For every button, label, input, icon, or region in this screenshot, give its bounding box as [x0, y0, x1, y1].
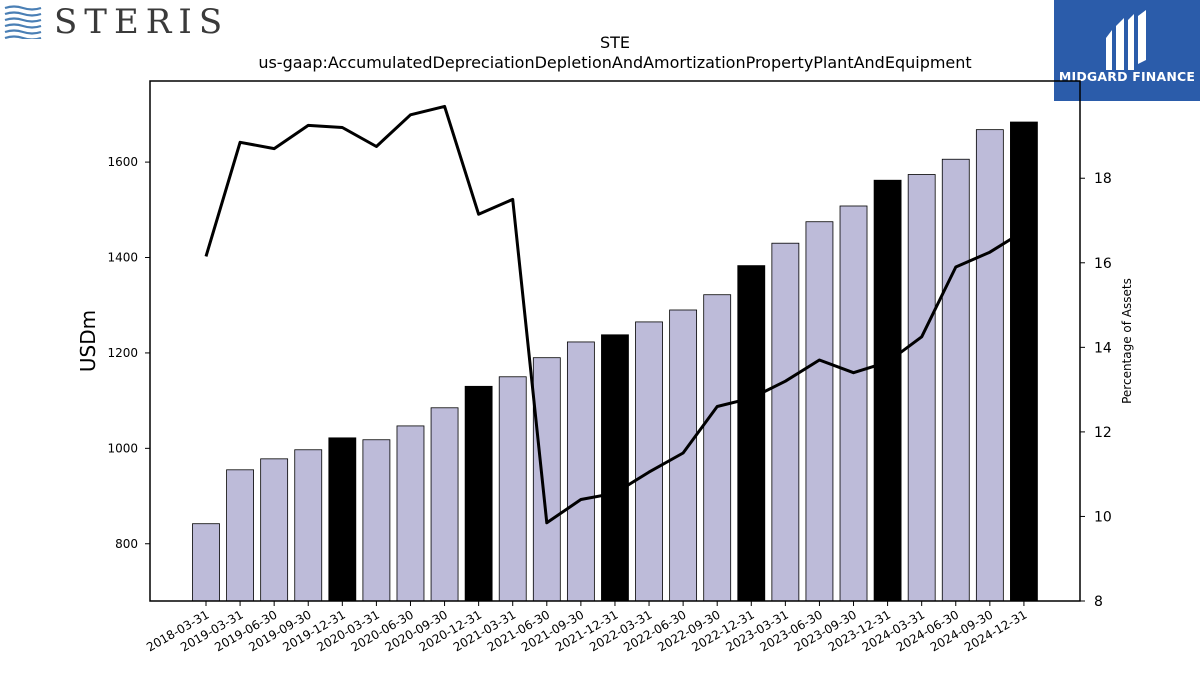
y-tick-label: 1600: [107, 155, 138, 169]
bar: [260, 458, 289, 602]
bar: [328, 437, 357, 602]
bar-series: [192, 121, 1038, 602]
bar: [941, 158, 970, 602]
chart-subtitle: us-gaap:AccumulatedDepreciationDepletion…: [258, 53, 971, 72]
right-y-axis: 8 10 12 14 16 18: [1080, 171, 1112, 610]
bar: [771, 242, 800, 602]
y-axis-label: USDm: [76, 310, 100, 372]
y-tick-label: 1400: [107, 251, 138, 265]
bar: [226, 469, 254, 602]
bar: [294, 449, 323, 602]
chart-title: STE: [600, 33, 630, 52]
bar: [430, 407, 459, 602]
y-tick-label: 1000: [107, 441, 138, 455]
bar: [601, 334, 629, 602]
bar: [669, 309, 698, 602]
bar: [192, 523, 220, 602]
steris-waves-icon: [4, 5, 42, 39]
bar: [532, 357, 561, 602]
line-series: [204, 104, 1025, 525]
y2-tick-label: 16: [1094, 256, 1112, 272]
x-axis: 2018-03-312019-03-312019-06-302019-09-30…: [144, 601, 1029, 654]
steris-logo: STERIS: [4, 4, 229, 40]
bar: [1010, 121, 1038, 602]
y-tick-label: 800: [115, 537, 138, 551]
bar: [566, 341, 595, 602]
bar: [396, 425, 425, 602]
line-path: [204, 104, 1025, 525]
bar: [805, 221, 834, 602]
bar: [975, 129, 1004, 602]
left-y-axis: 800 1000 1200 1400 1600: [107, 155, 150, 551]
bar: [873, 179, 902, 602]
y2-tick-label: 14: [1094, 340, 1112, 356]
bar: [737, 265, 766, 602]
y2-tick-label: 12: [1094, 425, 1112, 441]
bar: [839, 205, 868, 602]
bar: [703, 294, 732, 602]
bar: [464, 385, 493, 602]
bar: [498, 376, 527, 602]
midgard-finance-logo: MIDGARD FINANCE: [1054, 0, 1200, 101]
bar: [907, 174, 936, 602]
y2-axis-label: Percentage of Assets: [1120, 278, 1134, 404]
y-tick-label: 1200: [107, 346, 138, 360]
bar: [362, 439, 391, 602]
y2-tick-label: 8: [1094, 594, 1103, 610]
steris-logo-text: STERIS: [54, 2, 230, 42]
y2-tick-label: 18: [1094, 171, 1112, 187]
midgard-finance-text: MIDGARD FINANCE: [1058, 69, 1196, 84]
bar: [635, 321, 663, 602]
midgard-mark-icon: [1106, 10, 1146, 70]
y2-tick-label: 10: [1094, 509, 1112, 525]
